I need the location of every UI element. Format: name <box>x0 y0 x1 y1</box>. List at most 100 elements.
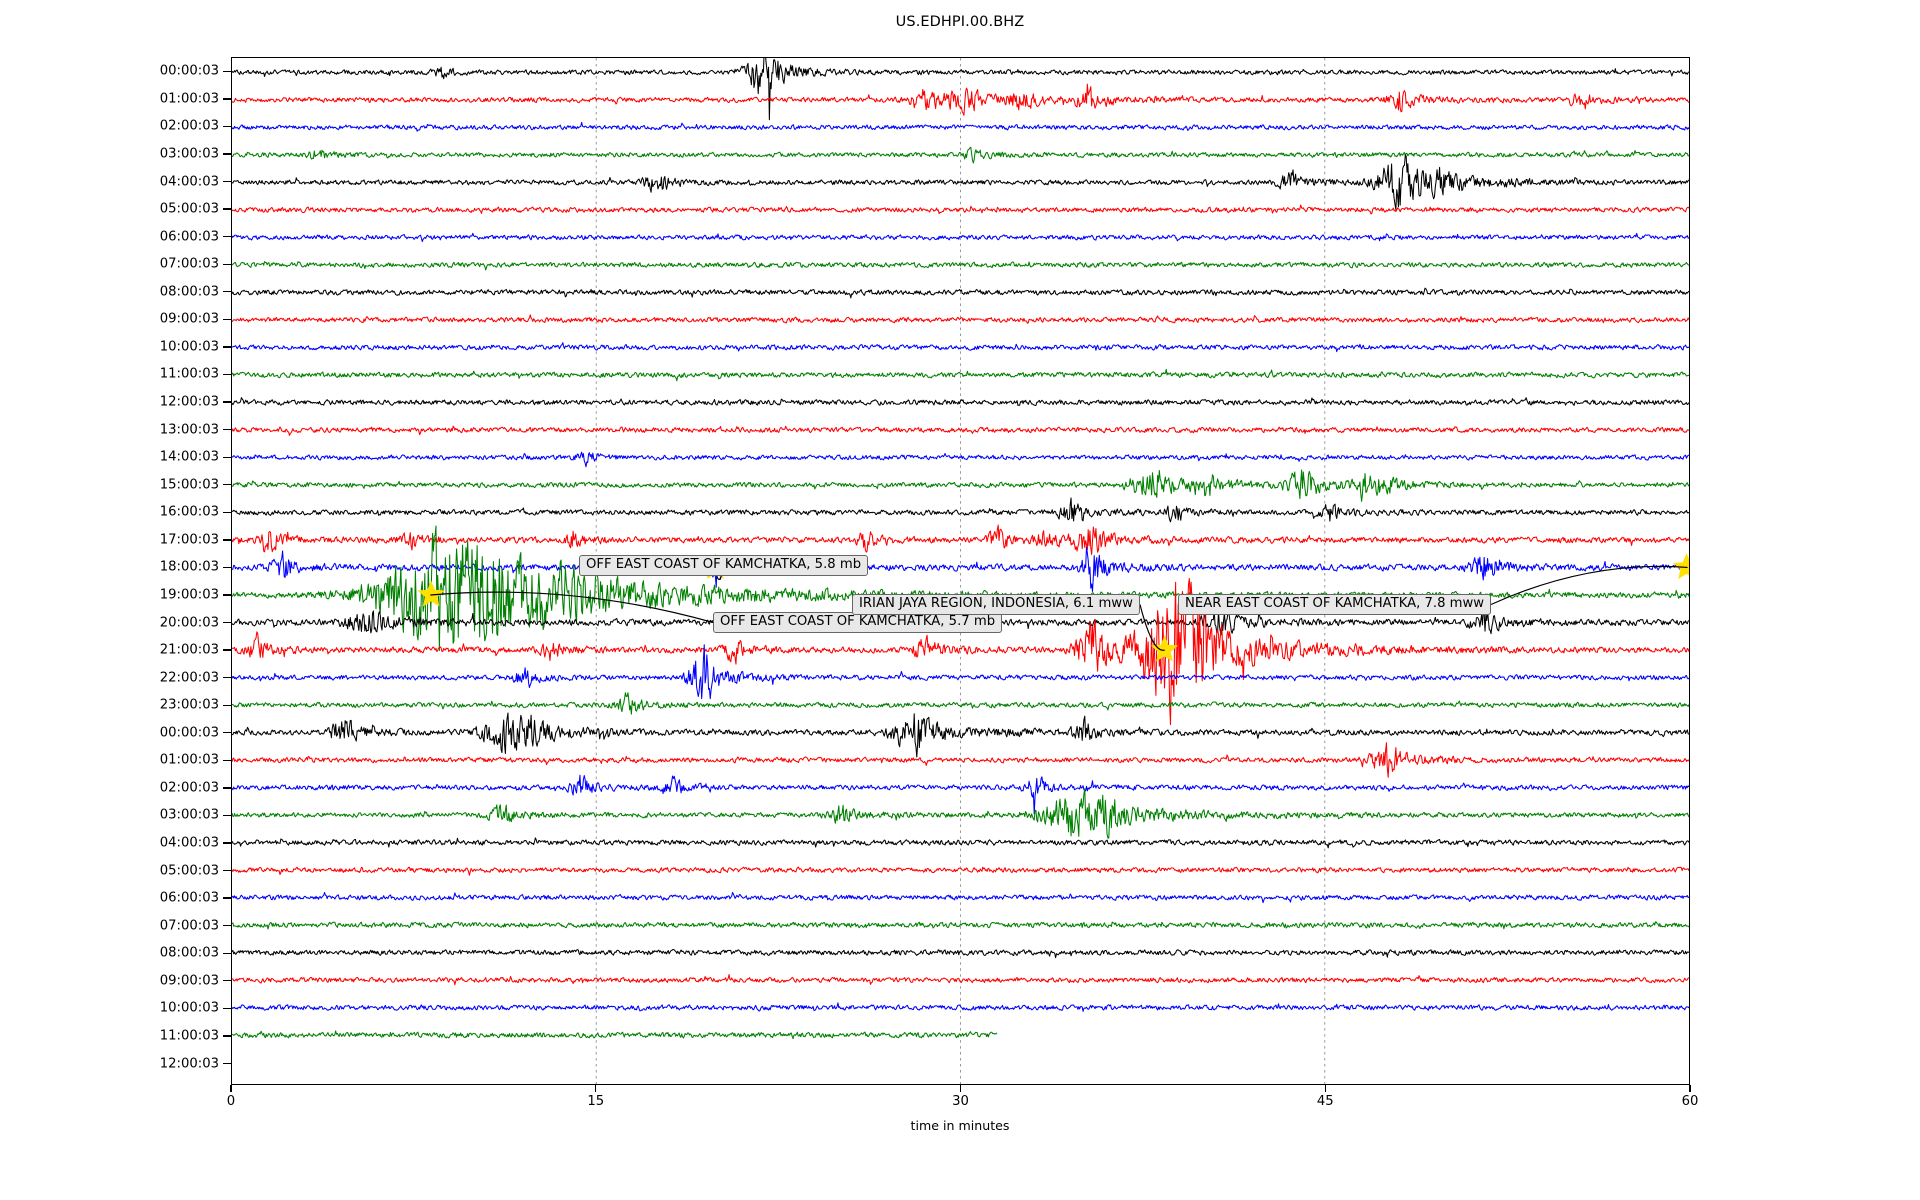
y-tick-label: 00:00:03 <box>159 725 219 741</box>
y-tick-label: 00:00:03 <box>159 63 219 79</box>
seismogram-trace <box>232 261 1689 271</box>
y-tick-label: 12:00:03 <box>159 1056 219 1071</box>
y-tick-label: 07:00:03 <box>159 256 219 272</box>
y-tick-label: 08:00:03 <box>159 945 219 961</box>
y-tick-label: 02:00:03 <box>159 780 219 796</box>
y-tick-label: 03:00:03 <box>159 146 219 162</box>
seismogram-trace <box>232 524 1689 555</box>
seismogram-trace <box>232 342 1689 353</box>
y-tick-label: 07:00:03 <box>159 918 219 934</box>
seismogram-trace <box>232 83 1689 116</box>
event-star-marker[interactable] <box>1672 553 1689 579</box>
y-tick-label: 11:00:03 <box>159 366 219 382</box>
y-tick-label: 06:00:03 <box>159 890 219 906</box>
y-tick-label: 09:00:03 <box>159 973 219 989</box>
seismogram-trace <box>232 1030 998 1040</box>
y-tick-mark <box>223 566 231 569</box>
seismogram-trace <box>232 1002 1689 1012</box>
y-tick-label: 23:00:03 <box>159 697 219 713</box>
y-tick-label: 17:00:03 <box>159 532 219 548</box>
y-tick-mark <box>223 842 231 844</box>
seismogram-trace <box>232 692 1689 715</box>
y-tick-mark <box>223 263 231 265</box>
x-tick-mark <box>595 1085 597 1092</box>
y-tick-mark <box>223 511 231 513</box>
y-tick-label: 09:00:03 <box>159 311 219 327</box>
y-tick-label: 05:00:03 <box>159 201 219 217</box>
seismogram-trace <box>232 469 1689 502</box>
seismogram-trace <box>232 921 1689 930</box>
seismogram-trace <box>232 949 1689 959</box>
event-star-marker[interactable] <box>1150 635 1179 662</box>
y-tick-label: 11:00:03 <box>159 1028 219 1044</box>
seismogram-trace <box>232 497 1689 523</box>
page-title: US.EDHPI.00.BHZ <box>895 14 1025 30</box>
seismogram-trace <box>232 451 1689 468</box>
seismogram-trace <box>232 154 1689 210</box>
y-tick-label: 03:00:03 <box>159 807 219 823</box>
x-tick-label: 30 <box>952 1094 969 1109</box>
event-annotation-label[interactable]: OFF EAST COAST OF KAMCHATKA, 5.8 mb <box>579 555 869 576</box>
seismogram-trace <box>232 204 1689 215</box>
y-tick-label: 01:00:03 <box>159 752 219 768</box>
y-tick-label: 14:00:03 <box>159 449 219 465</box>
seismogram-trace <box>232 397 1689 407</box>
y-tick-mark <box>223 1035 231 1037</box>
seismogram-trace <box>232 578 1689 726</box>
y-tick-mark <box>223 814 231 817</box>
seismogram-trace <box>232 866 1689 876</box>
y-tick-label: 01:00:03 <box>159 91 219 107</box>
y-tick-mark <box>223 704 231 706</box>
y-tick-label: 06:00:03 <box>159 229 219 245</box>
y-tick-mark <box>223 1007 231 1010</box>
y-tick-label: 22:00:03 <box>159 670 219 686</box>
plot-axes <box>231 57 1690 1085</box>
y-tick-mark <box>223 649 231 651</box>
y-tick-mark <box>223 98 231 100</box>
y-tick-mark <box>223 787 231 789</box>
y-tick-label: 05:00:03 <box>159 863 219 879</box>
y-tick-label: 13:00:03 <box>159 422 219 438</box>
x-tick-mark <box>230 1085 232 1092</box>
event-annotation-label[interactable]: IRIAN JAYA REGION, INDONESIA, 6.1 mww <box>852 594 1140 615</box>
y-tick-mark <box>223 980 231 982</box>
y-tick-mark <box>223 180 231 183</box>
y-tick-mark <box>223 428 231 431</box>
y-tick-mark <box>223 456 231 458</box>
seismogram-trace <box>232 891 1689 904</box>
event-annotation-label[interactable]: OFF EAST COAST OF KAMCHATKA, 5.7 mb <box>713 612 1003 633</box>
y-tick-mark <box>223 236 231 238</box>
y-tick-label: 12:00:03 <box>159 394 219 410</box>
y-tick-mark <box>223 153 231 155</box>
y-tick-mark <box>223 869 231 872</box>
y-tick-mark <box>223 594 231 596</box>
y-tick-label: 10:00:03 <box>159 339 219 355</box>
x-tick-label: 0 <box>226 1094 236 1109</box>
y-tick-mark <box>223 291 231 293</box>
y-tick-label: 19:00:03 <box>159 587 219 603</box>
y-tick-mark <box>223 484 231 486</box>
event-annotation-label[interactable]: NEAR EAST COAST OF KAMCHATKA, 7.8 mww <box>1178 594 1492 615</box>
seismogram-trace <box>232 314 1689 324</box>
seismogram-trace <box>232 287 1689 299</box>
y-tick-label: 16:00:03 <box>159 504 219 520</box>
traces-canvas <box>232 58 1689 1084</box>
y-tick-label: 21:00:03 <box>159 642 219 658</box>
y-tick-label: 04:00:03 <box>159 174 219 190</box>
y-tick-label: 02:00:03 <box>159 118 219 134</box>
x-axis-label: time in minutes <box>910 1118 1010 1133</box>
y-tick-label: 20:00:03 <box>159 615 219 631</box>
x-tick-label: 45 <box>1316 1094 1334 1109</box>
y-tick-mark <box>223 401 231 403</box>
y-tick-mark <box>223 759 231 761</box>
y-tick-label: 08:00:03 <box>159 284 219 300</box>
seismogram-trace <box>232 644 1689 700</box>
seismogram-trace <box>232 146 1689 164</box>
y-tick-mark <box>223 125 231 128</box>
seismogram-trace <box>232 121 1689 132</box>
seismogram-trace <box>232 712 1689 758</box>
seismogram-trace <box>232 774 1689 815</box>
y-tick-mark <box>223 925 231 927</box>
